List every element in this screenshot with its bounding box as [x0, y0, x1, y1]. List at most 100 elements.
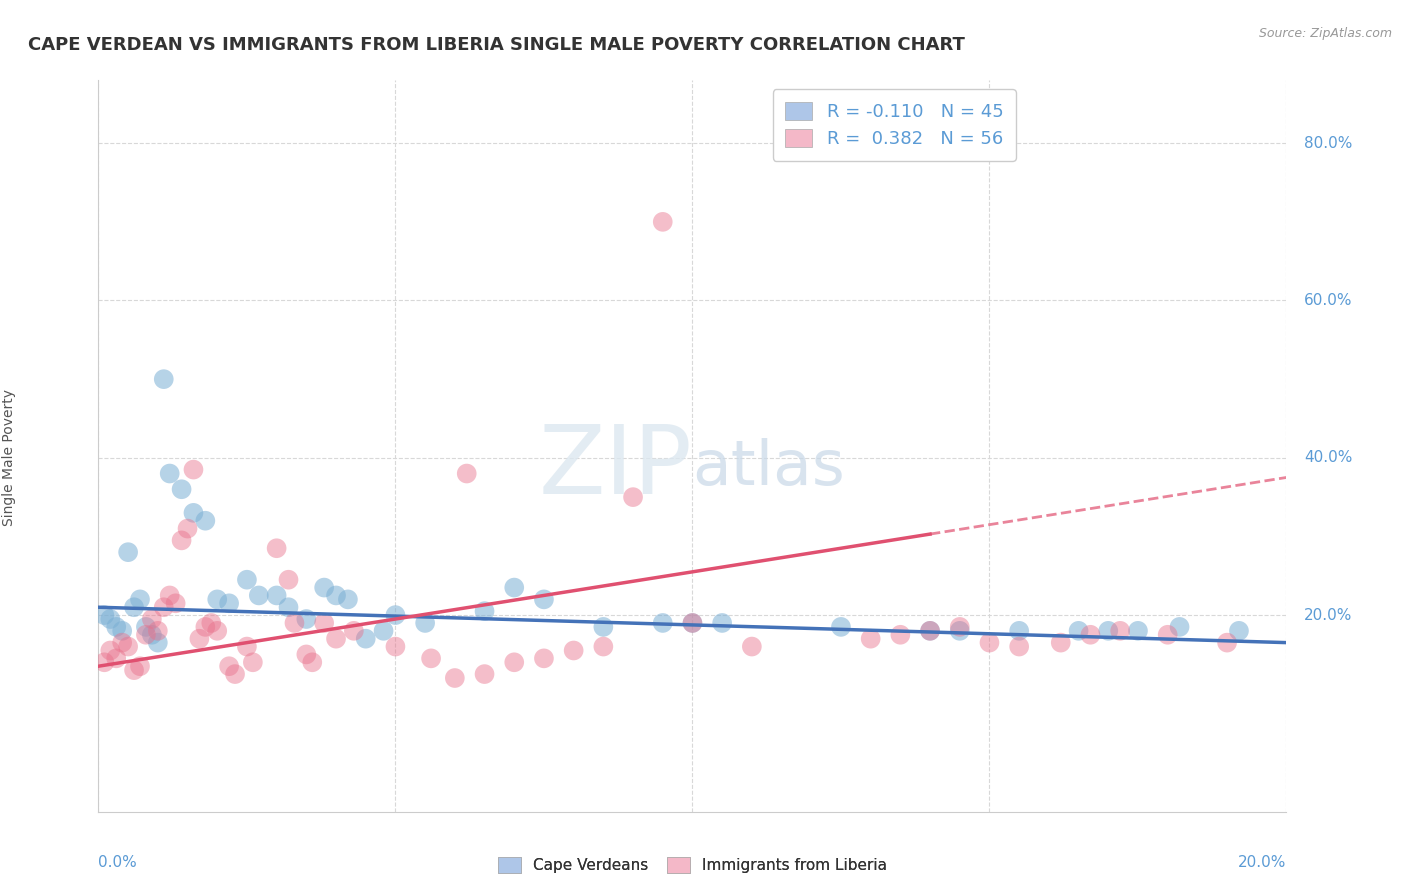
Point	[170, 533, 193, 548]
Point	[503, 581, 526, 595]
Point	[314, 581, 336, 595]
Point	[205, 592, 228, 607]
Point	[218, 596, 240, 610]
Point	[122, 600, 145, 615]
Point	[105, 651, 128, 665]
Text: 0.0%: 0.0%	[98, 855, 138, 870]
Point	[384, 608, 406, 623]
Point	[152, 372, 174, 386]
Point	[159, 467, 181, 481]
Point	[1049, 635, 1071, 649]
Text: 80.0%: 80.0%	[1305, 136, 1353, 151]
Point	[384, 640, 406, 654]
Point	[93, 608, 115, 623]
Point	[325, 589, 347, 603]
Point	[236, 640, 259, 654]
Point	[889, 628, 911, 642]
Text: 40.0%: 40.0%	[1305, 450, 1353, 466]
Point	[420, 651, 443, 665]
Point	[1216, 635, 1239, 649]
Point	[413, 615, 436, 630]
Point	[301, 655, 323, 669]
Point	[325, 632, 347, 646]
Point	[188, 632, 211, 646]
Point	[503, 655, 526, 669]
Point	[920, 624, 942, 638]
Point	[200, 615, 222, 630]
Point	[1126, 624, 1149, 638]
Point	[859, 632, 882, 646]
Point	[474, 667, 496, 681]
Point	[159, 589, 181, 603]
Point	[949, 620, 972, 634]
Point	[194, 514, 217, 528]
Point	[194, 620, 217, 634]
Point	[1008, 640, 1031, 654]
Text: 60.0%: 60.0%	[1305, 293, 1353, 308]
Point	[266, 589, 288, 603]
Point	[122, 663, 145, 677]
Point	[117, 640, 139, 654]
Point	[205, 624, 228, 638]
Text: ZIP: ZIP	[538, 421, 692, 515]
Point	[295, 612, 318, 626]
Point	[456, 467, 478, 481]
Point	[98, 612, 121, 626]
Text: Single Male Poverty: Single Male Poverty	[3, 389, 17, 526]
Point	[135, 628, 157, 642]
Point	[336, 592, 359, 607]
Point	[651, 615, 673, 630]
Point	[218, 659, 240, 673]
Point	[224, 667, 246, 681]
Point	[170, 482, 193, 496]
Point	[1067, 624, 1090, 638]
Point	[533, 651, 555, 665]
Point	[111, 635, 134, 649]
Point	[830, 620, 852, 634]
Point	[277, 600, 299, 615]
Point	[183, 506, 205, 520]
Point	[741, 640, 763, 654]
Point	[533, 592, 555, 607]
Point	[146, 635, 169, 649]
Point	[141, 612, 163, 626]
Point	[1080, 628, 1102, 642]
Point	[283, 615, 305, 630]
Point	[562, 643, 585, 657]
Point	[443, 671, 465, 685]
Point	[247, 589, 270, 603]
Point	[1109, 624, 1132, 638]
Point	[314, 615, 336, 630]
Point	[135, 620, 157, 634]
Point	[141, 628, 163, 642]
Point	[920, 624, 942, 638]
Point	[1097, 624, 1119, 638]
Text: 20.0%: 20.0%	[1305, 607, 1353, 623]
Point	[295, 648, 318, 662]
Point	[98, 643, 121, 657]
Text: 20.0%: 20.0%	[1239, 855, 1286, 870]
Point	[354, 632, 377, 646]
Point	[949, 624, 972, 638]
Point	[373, 624, 395, 638]
Point	[242, 655, 264, 669]
Point	[93, 655, 115, 669]
Point	[651, 215, 673, 229]
Point	[277, 573, 299, 587]
Text: Source: ZipAtlas.com: Source: ZipAtlas.com	[1258, 27, 1392, 40]
Text: CAPE VERDEAN VS IMMIGRANTS FROM LIBERIA SINGLE MALE POVERTY CORRELATION CHART: CAPE VERDEAN VS IMMIGRANTS FROM LIBERIA …	[28, 36, 965, 54]
Point	[343, 624, 366, 638]
Point	[183, 462, 205, 476]
Point	[979, 635, 1001, 649]
Point	[681, 615, 703, 630]
Point	[165, 596, 187, 610]
Point	[129, 659, 152, 673]
Point	[1168, 620, 1191, 634]
Point	[111, 624, 134, 638]
Point	[1156, 628, 1178, 642]
Text: atlas: atlas	[692, 438, 845, 498]
Point	[117, 545, 139, 559]
Point	[152, 600, 174, 615]
Point	[681, 615, 703, 630]
Point	[1008, 624, 1031, 638]
